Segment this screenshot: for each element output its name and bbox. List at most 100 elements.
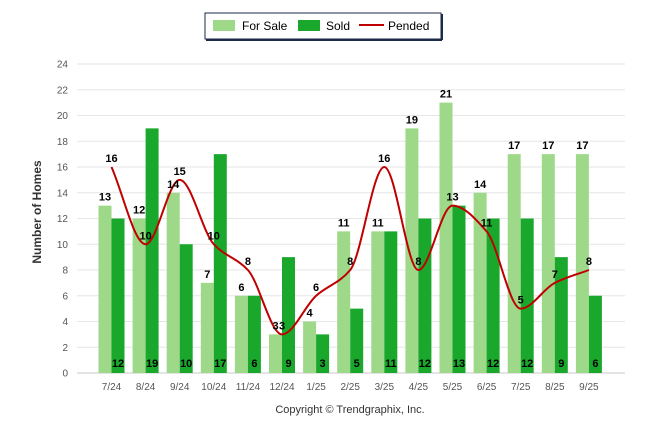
x-axis-ticks: 7/24 8/24 9/24 10/24 11/24 12/24 1/25 2/25 3/25 4… xyxy=(102,382,599,393)
label-for-sale: 11 xyxy=(372,217,384,229)
bar-sold xyxy=(384,231,398,373)
y-tick-label: 24 xyxy=(57,60,69,71)
label-pended: 15 xyxy=(174,166,186,178)
bar-sold xyxy=(520,218,534,373)
label-pended: 10 xyxy=(139,230,151,242)
x-tick-label: 7/25 xyxy=(511,382,531,393)
legend-label-sold: Sold xyxy=(326,19,350,33)
label-sold: 9 xyxy=(285,358,291,370)
bar-for-sale xyxy=(132,218,146,373)
bar-sold xyxy=(282,257,295,373)
bar-sold xyxy=(350,308,364,373)
bar-for-sale xyxy=(439,102,453,373)
bar-for-sale xyxy=(234,295,248,373)
bar-for-sale xyxy=(405,128,419,373)
label-for-sale: 13 xyxy=(99,192,111,204)
bar-for-sale xyxy=(303,321,317,373)
label-sold: 3 xyxy=(320,358,326,370)
y-tick-label: 0 xyxy=(62,369,68,380)
label-pended: 6 xyxy=(313,282,319,294)
bar-for-sale xyxy=(473,192,487,373)
bar-for-sale xyxy=(541,154,555,373)
bars xyxy=(98,102,602,373)
label-sold: 11 xyxy=(385,358,397,370)
label-pended: 16 xyxy=(105,153,117,165)
label-for-sale: 21 xyxy=(440,89,452,101)
bar-for-sale xyxy=(98,205,112,373)
label-for-sale: 6 xyxy=(238,282,244,294)
label-for-sale: 14 xyxy=(167,179,180,191)
label-sold: 9 xyxy=(558,358,564,370)
y-tick-label: 6 xyxy=(62,291,68,302)
bar-sold xyxy=(179,244,193,373)
label-pended: 16 xyxy=(378,153,390,165)
label-sold: 12 xyxy=(487,358,499,370)
label-sold: 10 xyxy=(180,358,192,370)
y-tick-label: 2 xyxy=(62,343,68,354)
label-pended: 8 xyxy=(347,256,353,268)
label-sold: 6 xyxy=(251,358,257,370)
label-pended: 8 xyxy=(245,256,251,268)
x-tick-label: 6/25 xyxy=(477,382,497,393)
x-tick-label: 9/25 xyxy=(579,382,599,393)
label-sold: 6 xyxy=(592,358,598,370)
data-labels: 13 12 16 12 19 10 14 10 15 7 17 10 6 6 8 3 9 3 4 3 6 11 5 8 11 11… xyxy=(99,89,599,370)
legend: For Sale Sold Pended xyxy=(204,12,443,41)
bar-sold xyxy=(588,295,602,373)
y-tick-label: 8 xyxy=(62,266,68,277)
pended-series-line xyxy=(110,165,590,336)
x-tick-label: 8/25 xyxy=(545,382,565,393)
bar-for-sale xyxy=(269,334,282,373)
label-for-sale: 4 xyxy=(307,308,314,320)
label-pended: 7 xyxy=(552,269,558,281)
label-pended: 8 xyxy=(415,256,421,268)
label-pended: 13 xyxy=(446,192,458,204)
bar-for-sale xyxy=(575,154,589,373)
label-pended: 10 xyxy=(208,230,220,242)
label-sold: 13 xyxy=(453,358,465,370)
bar-sold xyxy=(486,218,500,373)
bar-sold xyxy=(418,218,432,373)
legend-label-for-sale: For Sale xyxy=(242,19,288,33)
pended-line xyxy=(110,165,590,336)
y-tick-label: 10 xyxy=(57,240,69,251)
label-for-sale: 17 xyxy=(542,140,554,152)
y-tick-label: 16 xyxy=(57,163,69,174)
bar-sold xyxy=(247,295,261,373)
legend-swatch-sold xyxy=(298,20,320,31)
label-for-sale: 7 xyxy=(204,269,210,281)
legend-box xyxy=(204,12,442,40)
label-for-sale: 14 xyxy=(474,179,487,191)
bar-for-sale xyxy=(371,231,385,373)
y-tick-label: 22 xyxy=(57,85,69,96)
x-tick-label: 1/25 xyxy=(306,382,326,393)
label-sold: 5 xyxy=(354,358,360,370)
label-for-sale: 19 xyxy=(406,114,418,126)
bar-for-sale xyxy=(166,192,180,373)
y-axis-title: Number of Homes xyxy=(30,160,44,264)
label-sold: 12 xyxy=(521,358,533,370)
label-sold: 19 xyxy=(146,358,158,370)
x-tick-label: 11/24 xyxy=(236,382,261,393)
y-tick-label: 18 xyxy=(57,137,69,148)
legend-swatch-for-sale xyxy=(213,20,235,31)
label-pended: 3 xyxy=(279,320,285,332)
x-tick-label: 3/25 xyxy=(375,382,395,393)
bar-sold xyxy=(554,257,568,373)
bar-sold xyxy=(145,128,159,373)
label-for-sale: 3 xyxy=(272,320,278,332)
label-sold: 17 xyxy=(214,358,226,370)
label-pended: 8 xyxy=(586,256,592,268)
bar-for-sale xyxy=(507,154,521,373)
x-tick-label: 10/24 xyxy=(201,382,226,393)
x-tick-label: 12/24 xyxy=(269,382,294,393)
label-for-sale: 17 xyxy=(576,140,588,152)
bar-sold xyxy=(316,334,330,373)
label-for-sale: 12 xyxy=(133,205,145,217)
x-tick-label: 2/25 xyxy=(340,382,360,393)
bar-sold xyxy=(452,205,466,373)
y-tick-label: 12 xyxy=(57,214,69,225)
bar-sold xyxy=(111,218,125,373)
